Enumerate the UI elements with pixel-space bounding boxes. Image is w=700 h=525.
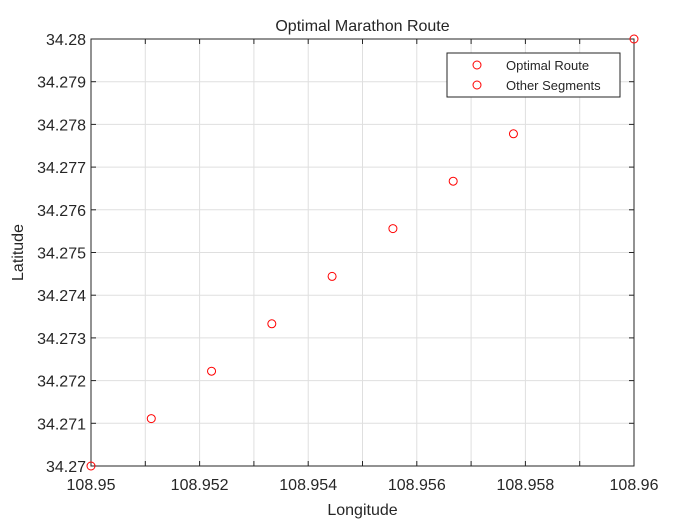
- y-tick-label: 34.279: [37, 75, 86, 92]
- y-tick-label: 34.278: [37, 117, 86, 134]
- y-tick-label: 34.272: [37, 374, 86, 391]
- data-point: [146, 414, 156, 424]
- x-tick-labels: 108.95 108.952 108.954 108.956 108.958 108.96: [67, 477, 659, 494]
- data-points: [86, 34, 639, 471]
- legend: Optimal Route Other Segments: [446, 52, 621, 98]
- chart-title: Optimal Marathon Route: [275, 18, 449, 35]
- y-tick-label: 34.27: [46, 459, 86, 476]
- data-point: [86, 461, 96, 471]
- y-axis-label: Latitude: [10, 224, 27, 281]
- x-tick-label: 108.96: [610, 477, 659, 494]
- y-tick-label: 34.274: [37, 288, 86, 305]
- legend-box: [446, 52, 621, 98]
- tick-marks: [90, 38, 635, 467]
- data-point: [207, 366, 217, 376]
- data-point: [508, 129, 518, 139]
- x-tick-label: 108.956: [388, 477, 446, 494]
- y-tick-label: 34.28: [46, 32, 86, 49]
- data-point: [388, 224, 398, 234]
- y-tick-labels: 34.27 34.271 34.272 34.273 34.274 34.275 34.27…: [37, 32, 86, 476]
- legend-marker-optimal-route: [472, 60, 482, 70]
- legend-marker-other-segments: [472, 80, 482, 90]
- data-point: [267, 319, 277, 329]
- x-tick-label: 108.952: [171, 477, 229, 494]
- x-tick-label: 108.95: [67, 477, 116, 494]
- x-tick-label: 108.954: [279, 477, 337, 494]
- legend-label-optimal-route: Optimal Route: [506, 58, 589, 73]
- x-tick-label: 108.958: [496, 477, 554, 494]
- y-tick-label: 34.273: [37, 331, 86, 348]
- data-point: [629, 34, 639, 44]
- y-tick-label: 34.276: [37, 203, 86, 220]
- data-point: [327, 271, 337, 281]
- legend-label-other-segments: Other Segments: [506, 78, 601, 93]
- x-axis-label: Longitude: [327, 502, 397, 519]
- data-point: [448, 176, 458, 186]
- y-tick-label: 34.271: [37, 416, 86, 433]
- y-tick-label: 34.277: [37, 160, 86, 177]
- grid: [90, 38, 635, 467]
- y-tick-label: 34.275: [37, 246, 86, 263]
